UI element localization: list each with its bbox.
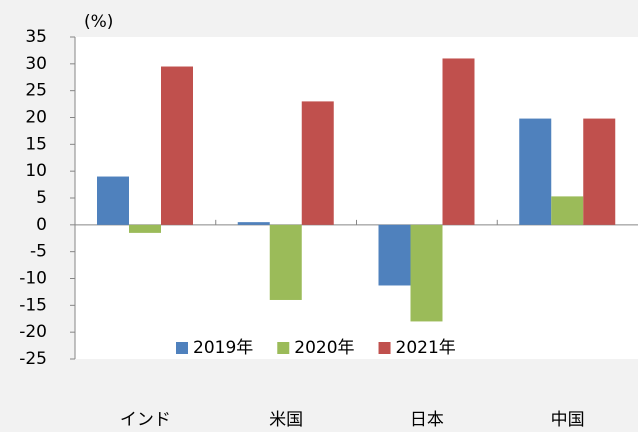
x-tick-label: 中国 bbox=[551, 410, 585, 430]
legend-swatch bbox=[277, 342, 290, 354]
bar bbox=[378, 224, 411, 286]
y-tick-label: -15 bbox=[19, 295, 47, 315]
y-tick-label: 35 bbox=[25, 27, 47, 47]
y-tick-label: 0 bbox=[36, 215, 47, 235]
bar bbox=[97, 176, 129, 225]
y-tick-label: 20 bbox=[25, 108, 47, 128]
bar bbox=[551, 196, 584, 225]
x-tick-label: インド bbox=[120, 410, 171, 430]
bar bbox=[161, 66, 193, 225]
legend-label: 2020年 bbox=[294, 338, 354, 358]
y-axis-unit: (%) bbox=[84, 12, 113, 32]
legend-swatch bbox=[176, 342, 188, 354]
bar bbox=[301, 101, 334, 225]
x-tick-label: 米国 bbox=[269, 410, 303, 430]
y-tick-label: -5 bbox=[30, 242, 47, 262]
y-tick-label: 15 bbox=[25, 134, 47, 154]
legend-label: 2019年 bbox=[193, 338, 253, 358]
y-tick-label: 10 bbox=[25, 161, 47, 181]
bar bbox=[519, 118, 552, 225]
y-tick-label: -10 bbox=[19, 269, 47, 289]
bar bbox=[442, 58, 475, 225]
bar bbox=[129, 224, 161, 233]
y-tick-label: 25 bbox=[25, 81, 47, 101]
x-tick-label: 日本 bbox=[410, 410, 444, 430]
y-tick-label: -20 bbox=[19, 322, 47, 342]
bar bbox=[237, 222, 270, 225]
bar bbox=[583, 118, 616, 225]
bar bbox=[269, 224, 302, 300]
legend-label: 2021年 bbox=[396, 338, 456, 358]
bar bbox=[410, 224, 443, 322]
y-tick-label: 30 bbox=[25, 54, 47, 74]
legend-swatch bbox=[378, 342, 391, 354]
y-tick-label: -25 bbox=[19, 349, 47, 369]
y-tick-label: 5 bbox=[36, 188, 47, 208]
